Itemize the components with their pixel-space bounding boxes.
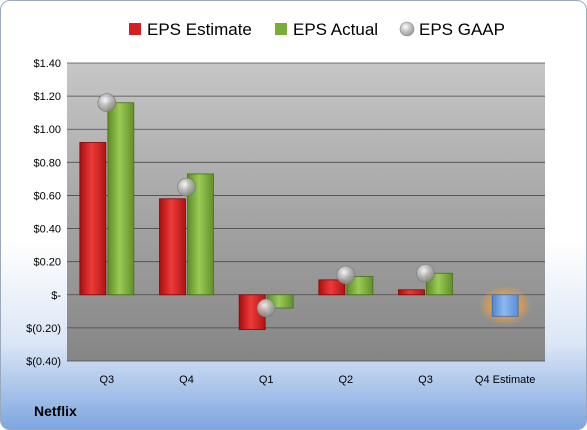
legend-item: EPS Actual xyxy=(275,20,378,39)
legend-label: EPS GAAP xyxy=(419,20,505,39)
legend-marker xyxy=(275,23,287,35)
y-tick-label: $- xyxy=(51,290,61,302)
eps-estimate-bar xyxy=(318,279,346,296)
y-tick-label: $0.40 xyxy=(33,224,61,236)
y-tick-label: $1.20 xyxy=(33,91,61,103)
eps-actual-bar xyxy=(107,102,135,296)
legend-item: EPS GAAP xyxy=(399,20,505,39)
y-tick-label: $1.00 xyxy=(33,124,61,136)
x-tick-label: Q2 xyxy=(338,374,353,386)
x-tick-label: Q4 xyxy=(179,374,194,386)
y-tick-label: $(0.20) xyxy=(26,323,61,335)
y-tick-label: $(0.40) xyxy=(26,356,61,368)
legend-label: EPS Actual xyxy=(293,20,378,39)
eps-estimate-bar xyxy=(79,142,107,296)
eps-gaap-marker xyxy=(416,263,435,283)
eps-gaap-marker xyxy=(177,177,196,197)
plot-area xyxy=(67,63,545,361)
legend-item: EPS Estimate xyxy=(129,20,252,39)
y-tick-label: $0.20 xyxy=(33,257,61,269)
legend-label: EPS Estimate xyxy=(147,20,252,39)
eps-gaap-marker xyxy=(336,265,356,285)
y-tick-label: $0.60 xyxy=(33,190,61,202)
eps-gaap-marker xyxy=(256,298,276,318)
eps-estimate-bar xyxy=(398,289,425,296)
legend-marker xyxy=(129,23,141,35)
y-tick-label: $0.80 xyxy=(33,157,61,169)
eps-gaap-marker xyxy=(97,93,117,113)
eps-estimate-bar xyxy=(159,198,186,296)
eps-actual-bar xyxy=(346,276,374,296)
x-tick-label: Q3 xyxy=(418,374,433,386)
legend-marker xyxy=(399,21,415,37)
x-tick-label: Q3 xyxy=(99,374,114,386)
y-tick-label: $1.40 xyxy=(33,58,61,70)
q4-estimate-bar xyxy=(491,294,519,317)
x-tick-label: Q4 Estimate xyxy=(475,374,536,386)
company-name: Netflix xyxy=(34,403,77,419)
x-tick-label: Q1 xyxy=(259,374,274,386)
